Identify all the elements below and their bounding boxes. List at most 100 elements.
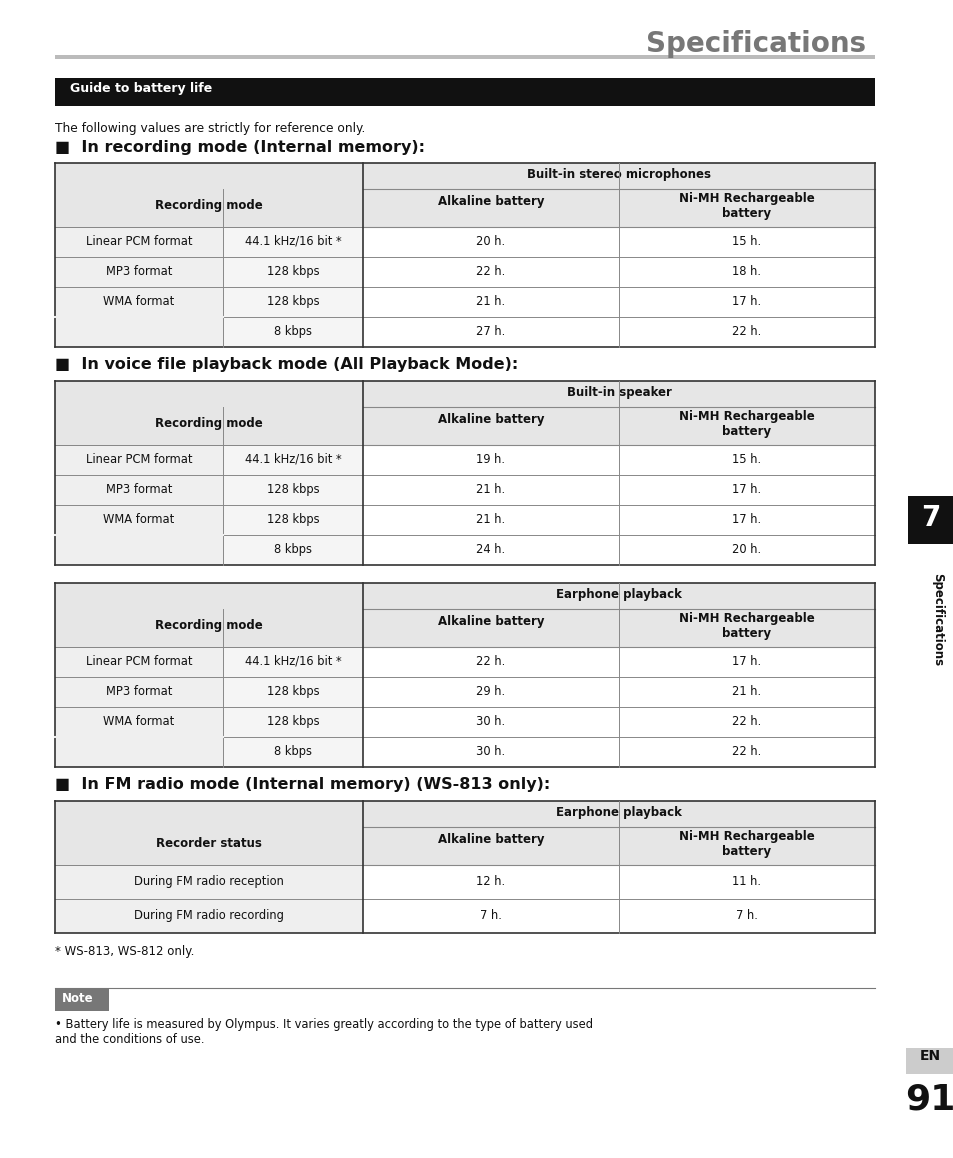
Text: 18 h.: 18 h. xyxy=(732,265,760,278)
Bar xyxy=(223,445,363,475)
Bar xyxy=(223,647,363,677)
Text: 21 h.: 21 h. xyxy=(732,686,760,698)
Text: Ni-MH Rechargeable
battery: Ni-MH Rechargeable battery xyxy=(679,611,814,640)
Text: WMA format: WMA format xyxy=(103,295,174,308)
Bar xyxy=(55,406,874,445)
Text: MP3 format: MP3 format xyxy=(106,265,172,278)
Bar xyxy=(55,647,223,677)
Text: Built-in stereo microphones: Built-in stereo microphones xyxy=(526,168,710,181)
Bar xyxy=(223,505,363,535)
Text: 7 h.: 7 h. xyxy=(736,909,757,922)
Text: The following values are strictly for reference only.: The following values are strictly for re… xyxy=(55,122,365,135)
Text: 20 h.: 20 h. xyxy=(476,235,505,248)
Text: ■  In recording mode (Internal memory):: ■ In recording mode (Internal memory): xyxy=(55,140,424,155)
Text: 44.1 kHz/16 bit *: 44.1 kHz/16 bit * xyxy=(244,453,341,466)
Bar xyxy=(223,317,363,347)
Bar xyxy=(223,475,363,505)
Bar xyxy=(223,677,363,708)
Bar xyxy=(55,163,874,189)
Text: 21 h.: 21 h. xyxy=(476,295,505,308)
Text: 7: 7 xyxy=(921,504,940,532)
Text: 27 h.: 27 h. xyxy=(476,325,505,338)
Text: 21 h.: 21 h. xyxy=(476,513,505,526)
Text: Ni-MH Rechargeable
battery: Ni-MH Rechargeable battery xyxy=(679,410,814,438)
Text: 30 h.: 30 h. xyxy=(476,745,505,758)
Bar xyxy=(55,54,874,59)
Text: Built-in speaker: Built-in speaker xyxy=(566,386,671,400)
Text: 17 h.: 17 h. xyxy=(732,513,760,526)
Bar xyxy=(55,801,874,827)
Text: 128 kbps: 128 kbps xyxy=(267,714,319,728)
Text: Recorder status: Recorder status xyxy=(156,837,262,850)
Bar xyxy=(55,609,874,647)
Bar xyxy=(55,505,223,535)
Bar xyxy=(223,227,363,257)
Text: Specifications: Specifications xyxy=(645,30,865,58)
Text: 22 h.: 22 h. xyxy=(476,655,505,668)
Text: Linear PCM format: Linear PCM format xyxy=(86,655,193,668)
Text: MP3 format: MP3 format xyxy=(106,686,172,698)
Text: MP3 format: MP3 format xyxy=(106,483,172,496)
Text: Earphone playback: Earphone playback xyxy=(556,806,681,819)
Text: Guide to battery life: Guide to battery life xyxy=(70,82,212,95)
Text: Ni-MH Rechargeable
battery: Ni-MH Rechargeable battery xyxy=(679,830,814,858)
Bar xyxy=(55,317,223,347)
Text: EN: EN xyxy=(919,1049,940,1063)
Text: 24 h.: 24 h. xyxy=(476,543,505,556)
Text: Alkaline battery: Alkaline battery xyxy=(437,413,543,426)
Text: 128 kbps: 128 kbps xyxy=(267,483,319,496)
Bar xyxy=(55,475,223,505)
Text: During FM radio reception: During FM radio reception xyxy=(134,875,284,888)
Text: During FM radio recording: During FM radio recording xyxy=(134,909,284,922)
Text: Linear PCM format: Linear PCM format xyxy=(86,453,193,466)
Bar xyxy=(907,496,953,544)
Bar xyxy=(55,865,363,899)
Text: Specifications: Specifications xyxy=(930,573,943,667)
Text: Recording mode: Recording mode xyxy=(155,417,263,430)
Bar xyxy=(55,78,874,107)
Bar xyxy=(55,582,874,609)
Text: 21 h.: 21 h. xyxy=(476,483,505,496)
Text: 19 h.: 19 h. xyxy=(476,453,505,466)
Bar xyxy=(55,899,363,933)
Bar xyxy=(55,736,223,767)
Text: 15 h.: 15 h. xyxy=(732,235,760,248)
Text: Recording mode: Recording mode xyxy=(155,199,263,212)
Text: ■  In voice file playback mode (All Playback Mode):: ■ In voice file playback mode (All Playb… xyxy=(55,357,517,372)
Text: Alkaline battery: Alkaline battery xyxy=(437,195,543,208)
Text: Alkaline battery: Alkaline battery xyxy=(437,833,543,846)
Bar xyxy=(905,1048,953,1073)
Bar xyxy=(223,287,363,317)
Text: 17 h.: 17 h. xyxy=(732,483,760,496)
Text: 8 kbps: 8 kbps xyxy=(274,543,312,556)
Bar xyxy=(55,708,223,736)
Bar xyxy=(223,535,363,565)
Text: 44.1 kHz/16 bit *: 44.1 kHz/16 bit * xyxy=(244,655,341,668)
Text: 11 h.: 11 h. xyxy=(732,875,760,888)
Text: 15 h.: 15 h. xyxy=(732,453,760,466)
Bar xyxy=(55,381,874,406)
Bar xyxy=(55,287,223,317)
Bar xyxy=(223,736,363,767)
Bar xyxy=(55,989,109,1011)
Text: 128 kbps: 128 kbps xyxy=(267,686,319,698)
Bar xyxy=(55,189,874,227)
Text: * WS-813, WS-812 only.: * WS-813, WS-812 only. xyxy=(55,945,194,958)
Bar xyxy=(55,445,223,475)
Bar xyxy=(55,227,223,257)
Text: 20 h.: 20 h. xyxy=(732,543,760,556)
Bar xyxy=(55,257,223,287)
Text: 22 h.: 22 h. xyxy=(476,265,505,278)
Text: 91: 91 xyxy=(903,1082,953,1116)
Text: 128 kbps: 128 kbps xyxy=(267,513,319,526)
Text: Ni-MH Rechargeable
battery: Ni-MH Rechargeable battery xyxy=(679,192,814,220)
Text: 128 kbps: 128 kbps xyxy=(267,295,319,308)
Text: 17 h.: 17 h. xyxy=(732,655,760,668)
Text: Recording mode: Recording mode xyxy=(155,620,263,632)
Text: Note: Note xyxy=(62,992,93,1005)
Text: Alkaline battery: Alkaline battery xyxy=(437,615,543,628)
Text: 30 h.: 30 h. xyxy=(476,714,505,728)
Text: Linear PCM format: Linear PCM format xyxy=(86,235,193,248)
Text: 7 h.: 7 h. xyxy=(479,909,501,922)
Text: 12 h.: 12 h. xyxy=(476,875,505,888)
